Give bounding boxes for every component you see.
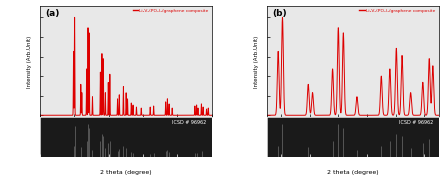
X-axis label: 2 theta (degree): 2 theta (degree)	[100, 170, 152, 175]
Text: ICSD # 96962: ICSD # 96962	[399, 120, 433, 125]
Legend: Li₃V₂(PO₄)₃/graphene composite: Li₃V₂(PO₄)₃/graphene composite	[132, 8, 210, 14]
Y-axis label: Intensity (Arb.Unit): Intensity (Arb.Unit)	[27, 35, 32, 88]
Text: (b): (b)	[272, 9, 287, 18]
X-axis label: 2 theta (degree): 2 theta (degree)	[327, 170, 378, 175]
Text: (a): (a)	[45, 9, 59, 18]
Text: ICSD # 96962: ICSD # 96962	[172, 120, 206, 125]
Y-axis label: Intensity (Arb.Unit): Intensity (Arb.Unit)	[254, 35, 259, 88]
Legend: Li₃V₂(PO₄)₃/graphene composite: Li₃V₂(PO₄)₃/graphene composite	[358, 8, 436, 14]
